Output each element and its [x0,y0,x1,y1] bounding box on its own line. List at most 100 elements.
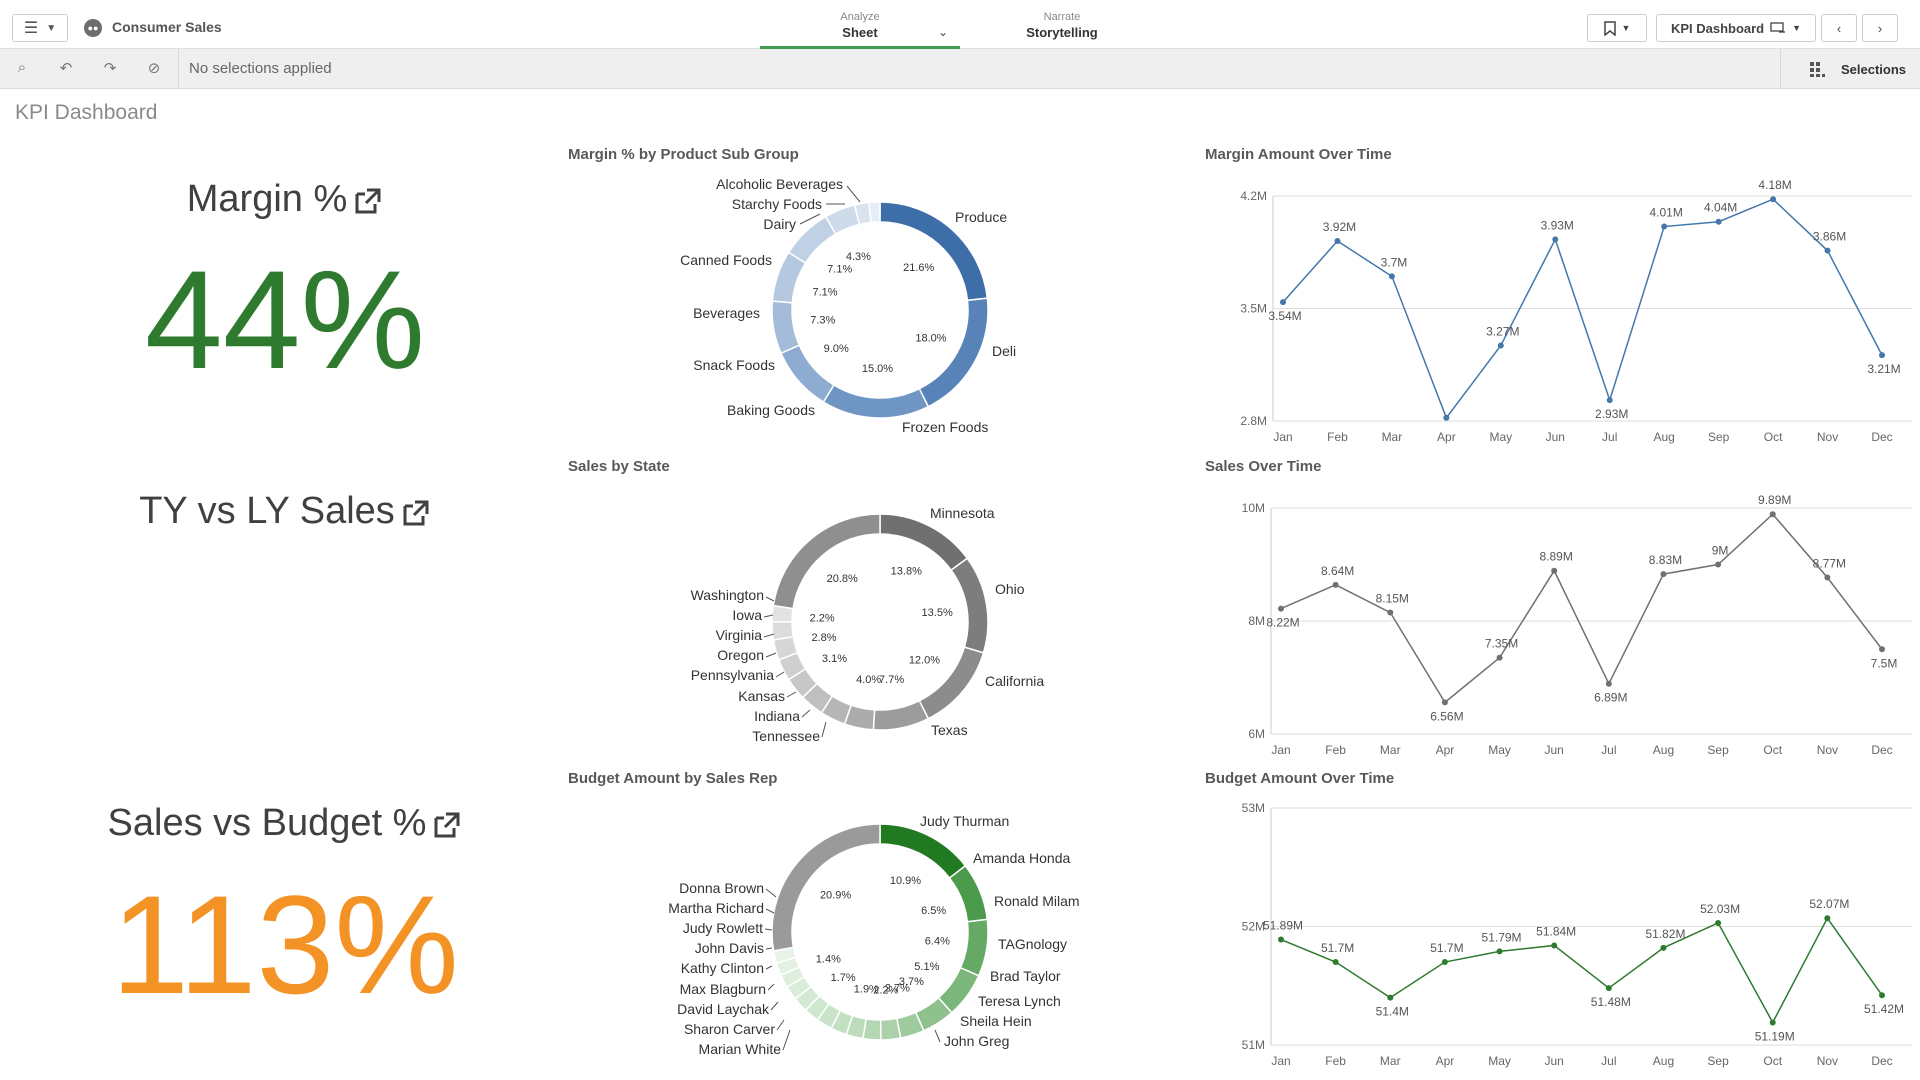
external-link-icon[interactable] [353,186,383,216]
margin-line-x-tick-label: Aug [1654,430,1675,444]
budget-donut-leader-line [765,965,773,970]
state-donut-leader-line [801,709,811,718]
budget-donut-leader-line [767,983,775,991]
kpi-ty-ly-title[interactable]: TY vs LY Sales [5,490,565,533]
state-donut-category-label: Kansas [738,688,785,704]
budget-line-point [1769,1019,1776,1026]
selections-button[interactable]: Selections [1780,49,1920,89]
sales-line-value-label: 8.64M [1321,564,1354,578]
budget-donut-category-label: Teresa Lynch [978,993,1061,1009]
kpi-sales-budget-title-text: Sales vs Budget % [107,802,427,844]
budget-line-x-tick-label: Nov [1817,1054,1838,1068]
margin-line-point [1824,247,1831,254]
budget-line-x-tick-label: Jun [1545,1054,1564,1068]
step-forward-icon[interactable]: ↷ [103,60,117,77]
budget-donut-slice [786,975,812,1000]
margin-line-value-label: 4.01M [1650,206,1683,220]
margin-line-value-label: 3.54M [1268,309,1301,323]
budget-line-value-label: 51.19M [1755,1029,1795,1043]
margin-line-y-tick-label: 2.8M [1240,414,1267,428]
margin-line-value-label: 4.04M [1704,201,1737,215]
margin-line-value-label: 3.21M [1867,362,1900,376]
sales-line-value-label: 8.22M [1266,616,1299,630]
sales-line-x-tick-label: Mar [1380,743,1401,757]
state-donut-slice [772,635,799,661]
sales-line-x-tick-label: Aug [1653,743,1674,757]
external-link-icon[interactable] [401,498,431,528]
margin-line-value-label: 3.92M [1323,220,1356,234]
budget-line-point [1660,944,1667,951]
budget-donut-category-label: John Greg [944,1033,1009,1049]
sales-line-value-label: 8.15M [1376,592,1409,606]
state-donut-category-label: Virginia [716,627,763,643]
sheet-selector-label: KPI Dashboard [1670,20,1765,36]
budget-donut-slice [937,966,980,1014]
bookmark-button[interactable]: ▼ [1587,14,1647,42]
chevron-left-icon: ‹ [1836,20,1842,36]
margin-donut-category-label: Starchy Foods [732,196,822,212]
state-donut-category-label: Oregon [717,647,764,663]
state-donut-category-label: California [985,673,1044,689]
margin-line-y-tick-label: 4.2M [1240,189,1267,203]
sales-line-y-tick-label: 8M [1248,614,1265,628]
budget-line-value-label: 52.03M [1700,902,1740,916]
tab-narrate-storytelling[interactable]: Narrate Storytelling [962,11,1162,49]
budget-donut-slice-label: 1.7% [831,972,856,984]
margin-line-point [1334,238,1341,244]
margin-donut-category-label: Frozen Foods [902,419,988,435]
state-donut-leader-line [763,633,775,638]
margin-line-value-label: 4.18M [1758,178,1791,192]
budget-line-value-label: 51.7M [1321,941,1354,955]
chart-title-budget-rep: Budget Amount by Sales Rep [568,770,778,787]
state-donut-slice [772,513,881,610]
sales-line-value-label: 7.5M [1871,656,1898,670]
sheet-selector[interactable]: KPI Dashboard ▼ [1656,14,1816,42]
state-donut-slice-label: 7.7% [879,674,904,686]
margin-donut-slice [824,204,861,235]
state-donut-leader-line [775,671,785,678]
state-donut-slice [872,699,930,731]
external-link-icon[interactable] [432,810,462,840]
budget-donut-category-label: Brad Taylor [990,968,1061,984]
budget-line-x-tick-label: Dec [1871,1054,1892,1068]
nav-menu-button[interactable]: ☰ ▼ [12,14,68,42]
state-donut-slice [918,646,985,720]
budget-donut-slice-label: 6.5% [921,905,946,917]
budget-line-point [1441,959,1448,966]
clear-selections-icon[interactable]: ⊘ [147,60,161,77]
budget-line-x-tick-label: May [1488,1054,1511,1068]
state-donut-category-label: Tennessee [752,728,820,744]
budget-line-x-tick-label: Jan [1271,1054,1290,1068]
sales-line-point [1605,680,1612,687]
selections-bar: ⌕ ↶ ↷ ⊘ No selections applied Selections [0,49,1920,89]
budget-donut-slice [845,1014,867,1040]
budget-donut-category-label: Martha Richard [668,900,764,916]
margin-donut-category-label: Baking Goods [727,402,815,418]
budget-line-series-line [1280,916,1883,1025]
margin-line-point [1388,273,1395,280]
chart-title-margin-subgroup: Margin % by Product Sub Group [568,146,799,163]
smart-search-icon[interactable]: ⌕ [17,59,27,76]
budget-donut-category-label: TAGnology [998,936,1067,952]
step-back-icon[interactable]: ↶ [59,60,73,77]
budget-donut-leader-line [764,928,773,931]
budget-donut-category-label: Marian White [699,1041,782,1057]
kpi-margin-title[interactable]: Margin % [5,178,565,221]
previous-sheet-button[interactable]: ‹ [1821,14,1857,42]
tab-analyze-sheet[interactable]: Analyze Sheet [760,11,960,49]
chevron-down-icon[interactable]: ⌄ [938,25,949,39]
state-donut-leader-line [763,614,774,618]
sales-line-value-label: 8.89M [1540,550,1573,564]
kpi-sales-budget-title[interactable]: Sales vs Budget % [5,802,565,845]
margin-donut-leader-line [846,185,861,203]
sales-line-x-tick-label: Feb [1325,743,1346,757]
budget-donut-leader-line [765,888,777,898]
state-donut-slice [771,620,795,641]
hamburger-icon: ☰ [23,20,39,37]
margin-line-x-tick-label: Jul [1602,430,1617,444]
budget-donut-category-label: Ronald Milam [994,893,1080,909]
next-sheet-button[interactable]: › [1862,14,1898,42]
chart-title-sales-time: Sales Over Time [1205,458,1322,475]
margin-donut-slice [787,215,837,265]
margin-donut-category-label: Snack Foods [693,357,775,373]
